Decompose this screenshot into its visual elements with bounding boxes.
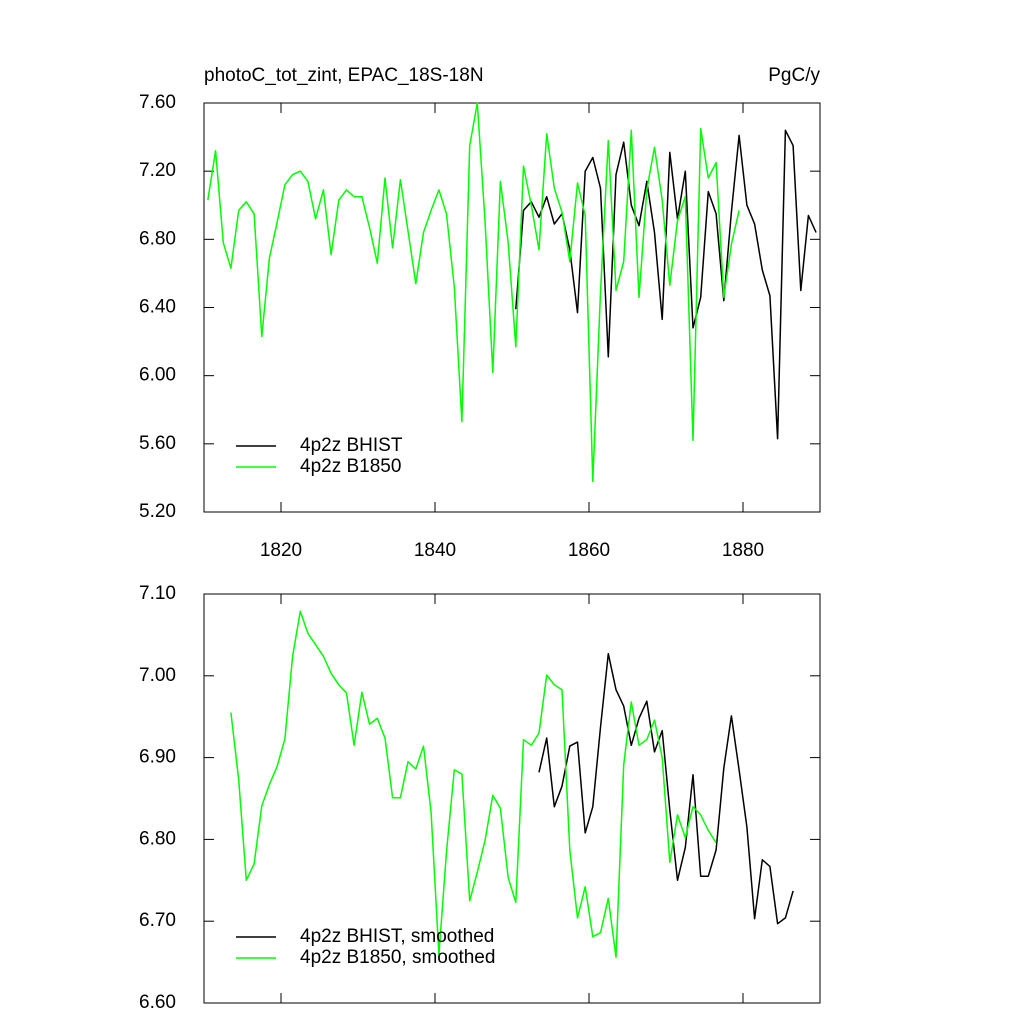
chart-title: photoC_tot_zint, EPAC_18S-18N <box>204 65 484 86</box>
x-tick-label: 1840 <box>414 540 456 561</box>
y-tick-label: 5.20 <box>139 501 176 522</box>
series-line <box>515 129 817 440</box>
y-tick-label: 7.20 <box>139 160 176 181</box>
y-tick-label: 6.60 <box>139 992 176 1013</box>
y-tick-label: 6.70 <box>139 910 176 931</box>
y-tick-label: 5.60 <box>139 433 176 454</box>
y-tick-label: 7.60 <box>139 92 176 113</box>
x-tick-label: 1880 <box>722 540 764 561</box>
plot-frame <box>203 102 821 513</box>
x-tick-label: 1820 <box>260 540 302 561</box>
y-tick-label: 6.40 <box>139 297 176 318</box>
y-tick-label: 6.80 <box>139 228 176 249</box>
units-label: PgC/y <box>768 65 820 86</box>
y-tick-label: 7.10 <box>139 583 176 604</box>
y-tick-label: 6.80 <box>139 828 176 849</box>
legend-label: 4p2z B1850, smoothed <box>300 947 495 968</box>
y-tick-label: 7.00 <box>139 665 176 686</box>
x-tick-label: 1860 <box>568 540 610 561</box>
plot-frame <box>203 593 821 1004</box>
y-tick-label: 6.00 <box>139 365 176 386</box>
series-line <box>207 102 740 483</box>
legend-label: 4p2z BHIST <box>300 435 403 456</box>
legend-label: 4p2z B1850 <box>300 456 401 477</box>
y-tick-label: 6.90 <box>139 747 176 768</box>
legend-label: 4p2z BHIST, smoothed <box>300 926 494 947</box>
series-line <box>538 652 794 925</box>
series-line <box>230 610 717 958</box>
